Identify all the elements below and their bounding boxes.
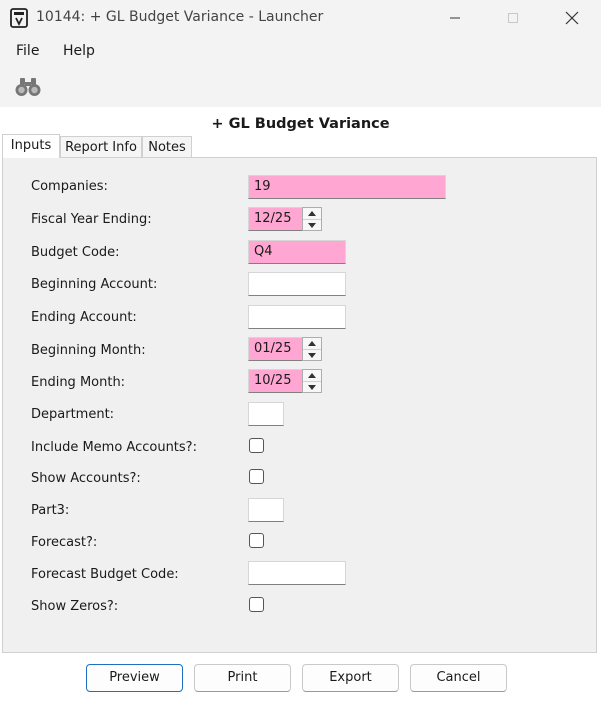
beginning-month-stepper[interactable] <box>302 337 322 361</box>
show-accounts-label: Show Accounts?: <box>31 471 141 486</box>
spin-up-icon[interactable] <box>303 208 321 219</box>
spin-down-icon[interactable] <box>303 381 321 393</box>
ending-account-field[interactable] <box>248 305 346 329</box>
print-button[interactable]: Print <box>194 664 291 692</box>
menu-help[interactable]: Help <box>63 43 95 59</box>
forecast-budget-code-field[interactable] <box>248 561 346 585</box>
preview-button[interactable]: Preview <box>86 664 183 692</box>
department-label: Department: <box>31 407 115 422</box>
maximize-button[interactable] <box>490 0 536 36</box>
close-button[interactable] <box>549 0 595 36</box>
beginning-month-label: Beginning Month: <box>31 343 146 358</box>
companies-field[interactable]: 19 <box>248 175 446 199</box>
report-title: + GL Budget Variance <box>211 116 390 132</box>
ending-account-label: Ending Account: <box>31 310 137 325</box>
companies-label: Companies: <box>31 179 108 194</box>
inputs-panel: Companies: 19 Fiscal Year Ending: 12/25 … <box>2 157 597 653</box>
spin-up-icon[interactable] <box>303 338 321 349</box>
include-memo-accounts-checkbox[interactable] <box>249 438 264 453</box>
forecast-label: Forecast?: <box>31 535 98 550</box>
menu-file[interactable]: File <box>16 43 40 59</box>
spin-down-icon[interactable] <box>303 219 321 231</box>
fiscal-year-ending-label: Fiscal Year Ending: <box>31 212 152 227</box>
cancel-button[interactable]: Cancel <box>410 664 507 692</box>
budget-code-label: Budget Code: <box>31 245 120 260</box>
show-zeros-checkbox[interactable] <box>249 597 264 612</box>
tab-report-info[interactable]: Report Info <box>60 136 142 158</box>
forecast-checkbox[interactable] <box>249 533 264 548</box>
tab-notes[interactable]: Notes <box>142 136 192 158</box>
forecast-budget-code-label: Forecast Budget Code: <box>31 567 179 582</box>
spin-down-icon[interactable] <box>303 349 321 361</box>
ending-month-field[interactable]: 10/25 <box>248 369 303 393</box>
content-area: + GL Budget Variance Inputs Report Info … <box>0 107 601 712</box>
show-zeros-label: Show Zeros?: <box>31 599 119 614</box>
fiscal-year-ending-stepper[interactable] <box>302 207 322 231</box>
budget-code-field[interactable]: Q4 <box>248 240 346 264</box>
maximize-icon <box>508 13 518 23</box>
beginning-account-label: Beginning Account: <box>31 277 158 292</box>
spin-up-icon[interactable] <box>303 370 321 381</box>
menu-bar: File Help <box>0 38 601 66</box>
include-memo-accounts-label: Include Memo Accounts?: <box>31 440 197 455</box>
export-button[interactable]: Export <box>302 664 399 692</box>
binoculars-icon[interactable] <box>14 76 42 98</box>
tab-inputs[interactable]: Inputs <box>2 134 60 158</box>
beginning-month-field[interactable]: 01/25 <box>248 337 303 361</box>
ending-month-stepper[interactable] <box>302 369 322 393</box>
title-bar: 10144: + GL Budget Variance - Launcher <box>0 0 601 36</box>
close-icon <box>565 11 579 25</box>
minimize-icon <box>450 17 460 19</box>
app-icon <box>10 8 28 28</box>
department-field[interactable] <box>248 402 284 426</box>
part3-label: Part3: <box>31 503 70 518</box>
fiscal-year-ending-field[interactable]: 12/25 <box>248 207 303 231</box>
part3-field[interactable] <box>248 498 284 522</box>
ending-month-label: Ending Month: <box>31 375 126 390</box>
minimize-button[interactable] <box>432 0 478 36</box>
beginning-account-field[interactable] <box>248 272 346 296</box>
show-accounts-checkbox[interactable] <box>249 469 264 484</box>
window-title: 10144: + GL Budget Variance - Launcher <box>36 9 324 25</box>
